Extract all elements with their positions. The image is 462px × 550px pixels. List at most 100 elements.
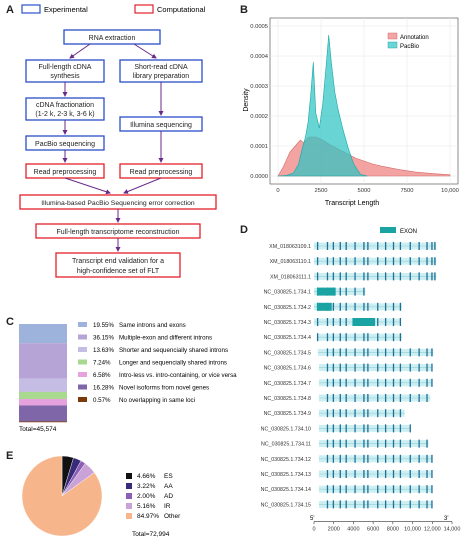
track-exon [377, 409, 379, 418]
track-exon [384, 439, 387, 448]
track-label: NC_030825.1.734.1 [264, 290, 311, 296]
track-exon [363, 257, 365, 266]
track-exon [431, 363, 433, 372]
track-exon [367, 302, 369, 311]
pie-legend-swatch [126, 503, 132, 509]
density-xtick: 10,000 [441, 188, 459, 194]
track-exon [367, 500, 369, 509]
pie-legend-swatch [126, 513, 132, 519]
track-exon [426, 454, 428, 463]
track-exon [399, 378, 402, 387]
track-exon [377, 302, 379, 311]
track-exon [377, 454, 379, 463]
track-exon [326, 500, 329, 509]
track-label: NC_030825.1.734.12 [261, 457, 311, 463]
track-exon [409, 485, 411, 494]
stack-legend-swatch [78, 359, 87, 365]
track-exon [377, 378, 379, 387]
track-exon [431, 378, 433, 387]
track-label: NC_030825.1.734.10 [261, 426, 311, 432]
track-exon-block [352, 318, 376, 326]
track-exon [409, 500, 411, 509]
density-xlabel: Transcript Length [325, 200, 379, 207]
track-exon [345, 378, 347, 387]
pie-legend-category: AA [164, 483, 173, 490]
track-label: XM_018063110.1 [270, 259, 311, 265]
track-exon [392, 302, 395, 311]
track-exon [345, 333, 347, 342]
track-exon [399, 257, 402, 266]
exon-legend-label: EXON [400, 229, 417, 235]
track-exon [399, 454, 402, 463]
track-exon [332, 454, 335, 463]
track-exon [384, 363, 387, 372]
track-exon [392, 470, 395, 478]
three-prime-label: 3' [444, 516, 448, 522]
track-exon [354, 302, 356, 311]
track-exon [426, 348, 428, 357]
track-label: NC_030825.1.734.9 [264, 411, 311, 417]
track-exon [399, 500, 402, 509]
track-label: NC_030825.1.734.8 [264, 396, 311, 402]
step-flcdna-line1: Full-length cDNA [39, 64, 92, 71]
density-ylabel: Density [243, 88, 250, 112]
pie-slice-other [21, 455, 103, 537]
density-area-pacbio [277, 34, 368, 177]
track-exon [332, 394, 335, 402]
stack-legend-percent: 7.24% [93, 360, 111, 367]
pie-legend-percent: 84.97% [137, 513, 159, 520]
step-illumina: Illumina sequencing [130, 122, 192, 129]
track-exon [367, 363, 369, 372]
track-exon [426, 257, 428, 266]
track-exon [426, 500, 428, 509]
step-short-read-line2: library preparation [133, 73, 190, 80]
track-label: NC_030825.1.734.3 [264, 320, 311, 326]
legend-computational-label: Computational [157, 5, 206, 14]
density-ytick: 0.0005 [250, 24, 268, 30]
stack-legend-swatch [78, 322, 87, 327]
track-exon [392, 454, 395, 463]
track-exon-block [316, 302, 332, 311]
track-exon [339, 424, 341, 433]
track-exon [345, 363, 347, 372]
track-label: NC_030825.1.734.14 [261, 487, 311, 493]
track-exon [339, 287, 341, 296]
track-exon [431, 257, 433, 266]
step-fractionation-line1: cDNA fractionation [36, 102, 94, 109]
track-exon [345, 394, 347, 402]
gene-axis-tick-label: 12,000 [424, 527, 441, 533]
track-exon-block [316, 287, 336, 296]
stack-legend-swatch [78, 384, 87, 390]
track-exon [384, 272, 387, 281]
density-xtick: 0 [276, 188, 279, 194]
track-exon [409, 242, 411, 250]
track-exon [377, 272, 379, 281]
track-exon [392, 333, 395, 342]
track-exon [392, 394, 395, 402]
track-exon [409, 272, 411, 281]
track-exon [316, 272, 319, 281]
pie-legend-category: AD [164, 493, 173, 500]
stack-legend-swatch [78, 347, 87, 352]
track-exon [367, 470, 369, 478]
track-exon [339, 439, 341, 448]
track-exon [367, 439, 369, 448]
legend-computational-swatch [134, 4, 154, 14]
pie-legend-percent: 2.00% [137, 493, 156, 500]
track-exon [384, 485, 387, 494]
stack-legend-percent: 16.28% [93, 385, 114, 392]
track-exon [418, 394, 420, 402]
pie-legend-swatch [126, 493, 132, 499]
legend-experimental-label: Experimental [44, 5, 88, 14]
track-exon [409, 439, 411, 448]
track-exon [367, 348, 369, 357]
track-exon [377, 318, 379, 326]
track-exon [392, 318, 395, 326]
density-plot: 0.0000 0.0001 0.0002 0.0003 0.0004 0.0005 0 25… [243, 17, 459, 207]
gene-axis-tick-label: 14,000 [444, 527, 461, 533]
track-exon [399, 302, 402, 311]
track-exon [409, 454, 411, 463]
track-exon [339, 257, 341, 266]
track-exon [418, 257, 420, 266]
track-exon [354, 348, 356, 357]
